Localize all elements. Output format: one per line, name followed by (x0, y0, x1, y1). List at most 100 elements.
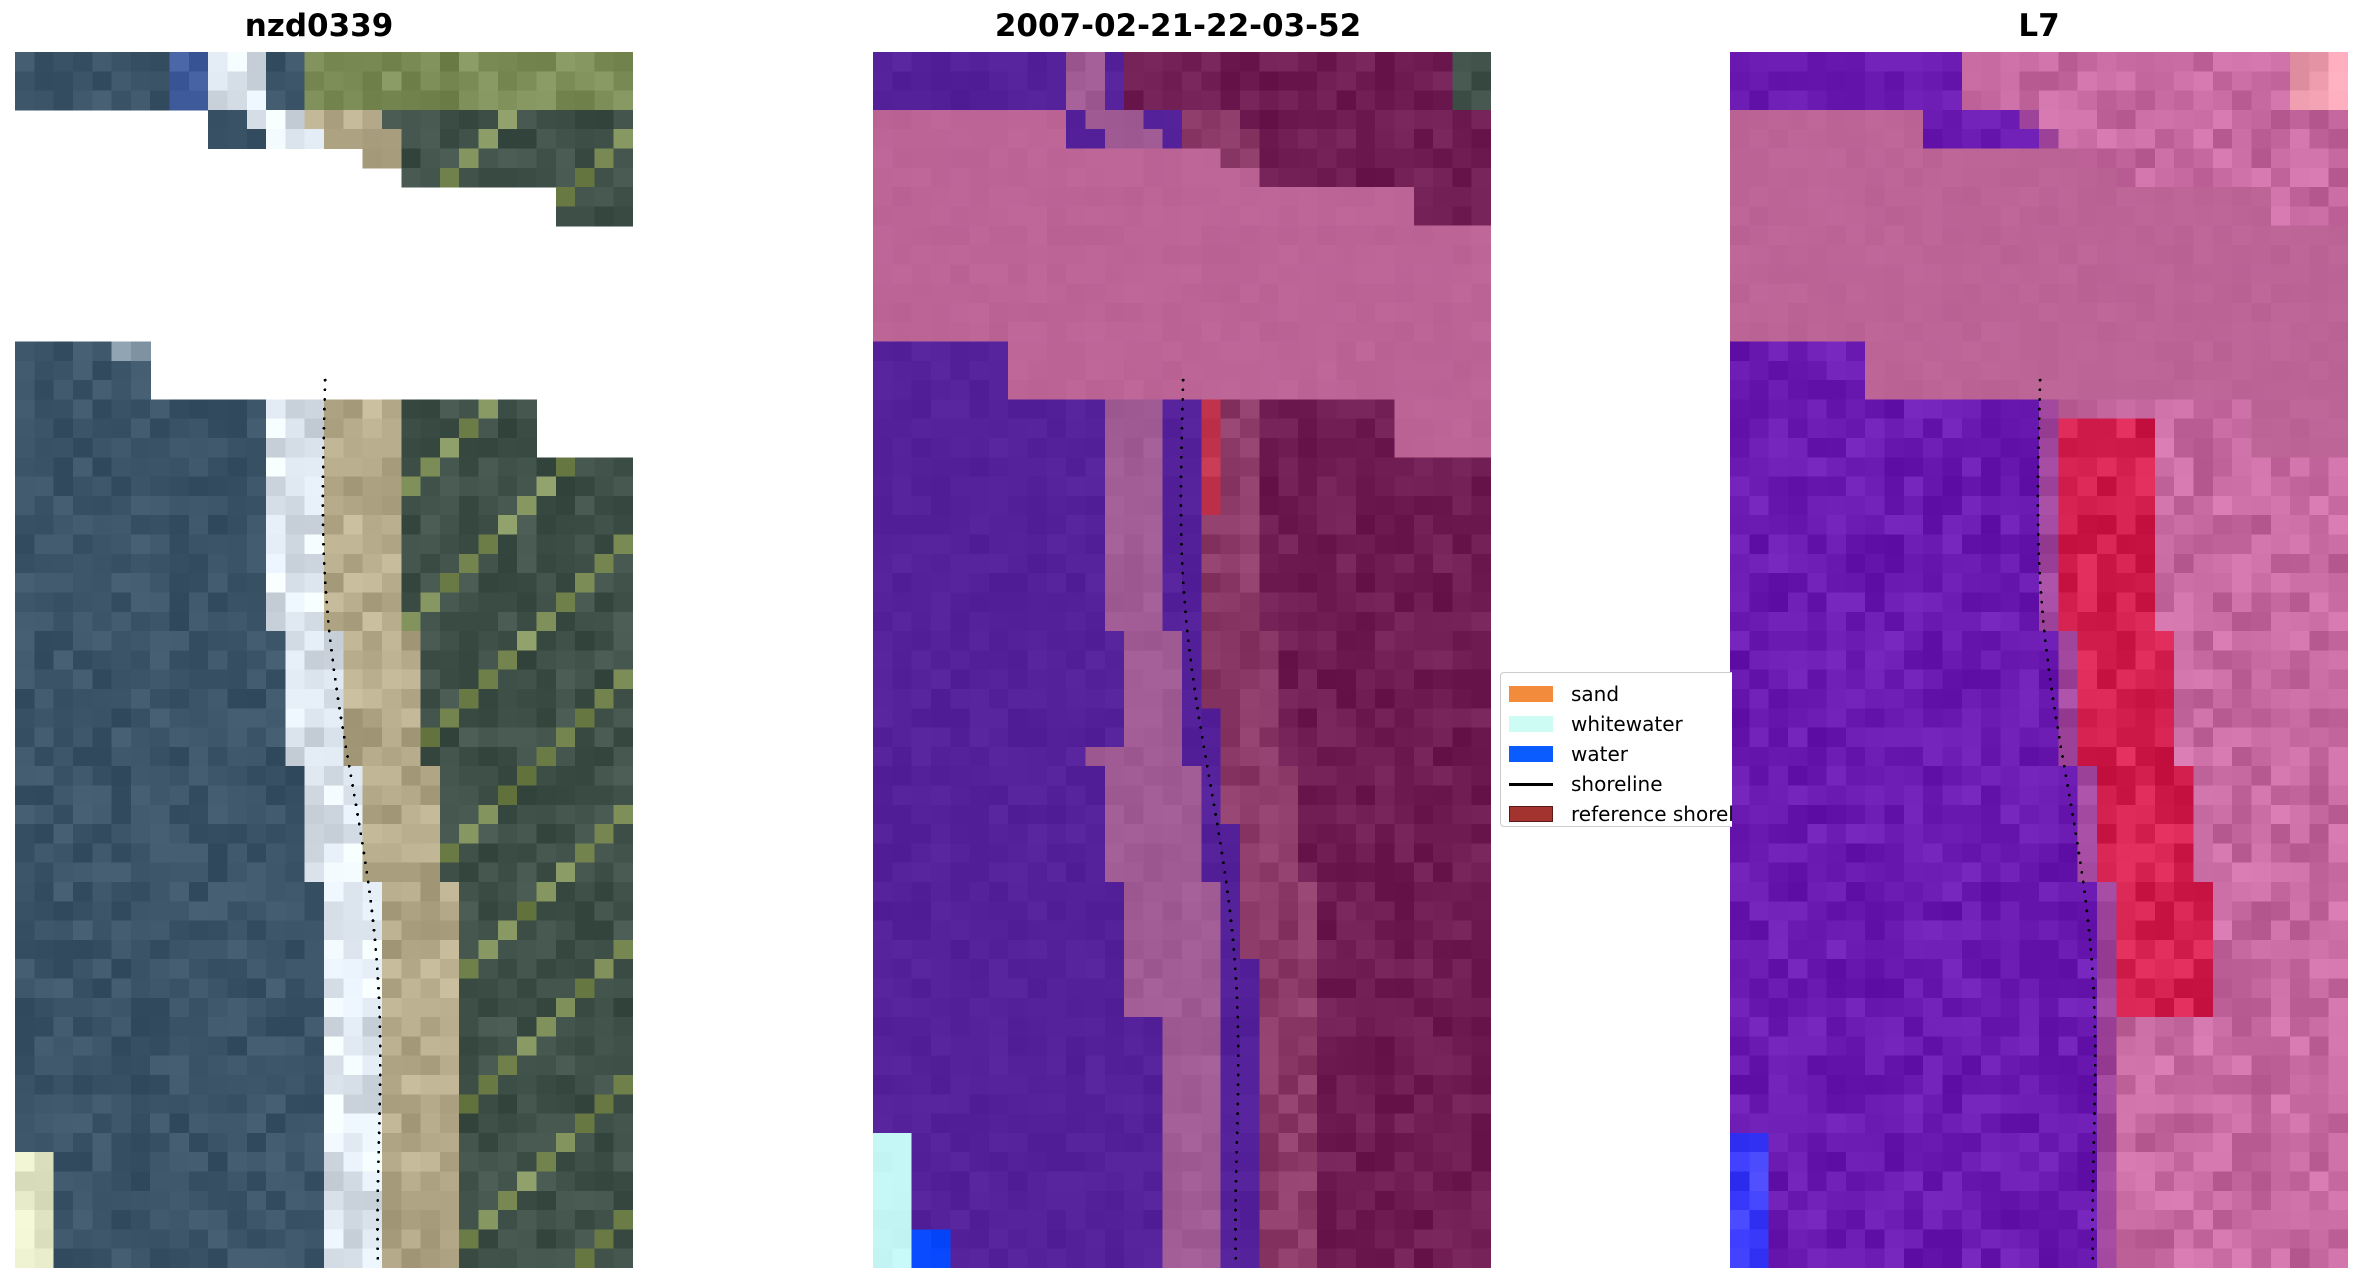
shoreline-point (1180, 436, 1184, 440)
shoreline-point (356, 813, 359, 816)
shoreline-point (1179, 494, 1183, 498)
shoreline-point (1223, 870, 1227, 874)
shoreline-point (2084, 899, 2088, 903)
shoreline-point (378, 1015, 382, 1019)
shoreline-point (357, 822, 361, 826)
shoreline-point (1219, 841, 1222, 845)
shoreline-point (374, 948, 378, 951)
shoreline-point (2071, 813, 2074, 816)
shoreline-point (1226, 890, 1229, 894)
nir-image-panel (1730, 52, 2348, 1268)
shoreline-point (2091, 1256, 2095, 1260)
nir-image (1730, 52, 2348, 1268)
shoreline-point (322, 417, 326, 421)
shoreline-point (1180, 542, 1183, 546)
shoreline-point (1229, 919, 1233, 922)
shoreline-point (377, 1131, 381, 1135)
shoreline-point (1200, 735, 1204, 739)
shoreline-point (325, 600, 329, 604)
shoreline-point (323, 398, 327, 401)
shoreline-point (1235, 1121, 1239, 1125)
shoreline-point (2091, 1218, 2094, 1222)
shoreline-point (2041, 610, 2044, 614)
shoreline-point (1234, 1189, 1238, 1193)
shoreline-point (2069, 803, 2073, 807)
shoreline-point (1236, 1112, 1239, 1115)
shoreline-point (1199, 726, 1203, 729)
shoreline-point (2087, 928, 2091, 932)
shoreline-point (2038, 571, 2042, 575)
shoreline-point (1234, 977, 1238, 980)
shoreline-point (321, 533, 325, 536)
shoreline-point (1235, 996, 1239, 1000)
shoreline-point (1190, 668, 1194, 672)
shoreline-point (2037, 436, 2041, 440)
shoreline-point (1234, 1256, 1238, 1260)
shoreline-point (1193, 687, 1196, 691)
shoreline-point (371, 919, 375, 922)
shoreline-point (322, 552, 326, 556)
shoreline-point (373, 938, 377, 942)
shoreline-point (2046, 658, 2050, 662)
shoreline-point (362, 851, 366, 855)
shoreline-point (2092, 1006, 2096, 1009)
shoreline-point (2080, 870, 2084, 874)
shoreline-point (1207, 774, 1211, 778)
shoreline-point (2093, 1112, 2096, 1115)
shoreline-point (1210, 793, 1214, 797)
shoreline-point (364, 861, 367, 865)
shoreline-point (2091, 1189, 2095, 1193)
shoreline-point (333, 677, 337, 681)
shoreline-point (344, 745, 348, 749)
legend-item-reference-shoreline-buffer: reference shoreline buffer (1509, 801, 1732, 826)
shoreline-point (2093, 1102, 2097, 1106)
shoreline-point (1179, 484, 1183, 488)
shoreline-point (378, 1112, 381, 1115)
shoreline-point (378, 1034, 382, 1038)
shoreline-point (1179, 455, 1183, 459)
shoreline-point (1179, 513, 1183, 517)
shoreline-point (322, 562, 326, 565)
shoreline-point (1214, 813, 1217, 816)
shoreline-point (2067, 793, 2071, 797)
shoreline-point (321, 475, 325, 479)
panel-title-classified: 2007-02-21-22-03-52 (994, 8, 1362, 44)
shoreline-point (376, 1208, 379, 1212)
shoreline-point (378, 1102, 382, 1106)
shoreline-point (2093, 1034, 2097, 1038)
shoreline-point (1233, 967, 1237, 971)
shoreline-point (2038, 407, 2041, 411)
shoreline-point (1181, 571, 1185, 575)
shoreline-point (323, 407, 326, 411)
shoreline-point (323, 388, 327, 392)
shoreline-point (375, 957, 379, 961)
shoreline-point (376, 1228, 379, 1231)
shoreline-point (2036, 484, 2040, 488)
shoreline-point (1236, 1102, 1240, 1106)
shoreline-point (2093, 1044, 2097, 1048)
shoreline-point (2093, 1063, 2097, 1067)
shoreline-point (1217, 832, 1221, 836)
shoreline-point (1222, 861, 1225, 865)
shoreline-point (323, 581, 327, 585)
shoreline-point (1180, 562, 1184, 565)
shoreline-point (342, 735, 346, 739)
shoreline-point (361, 841, 364, 845)
legend-item-shoreline: shoreline (1509, 771, 1663, 797)
shoreline-point (1188, 648, 1191, 652)
shoreline-point (322, 446, 325, 450)
shoreline-point (1184, 620, 1188, 623)
shoreline-point (2038, 398, 2042, 401)
shoreline-point (2047, 668, 2051, 672)
shoreline-point (2036, 533, 2040, 536)
shoreline-point (2045, 648, 2048, 652)
shoreline-point (1234, 1237, 1237, 1241)
shoreline-point (326, 610, 329, 614)
shoreline-point (321, 504, 325, 507)
shoreline-point (376, 1218, 379, 1222)
shoreline-point (338, 706, 341, 710)
shoreline-point (321, 513, 325, 517)
shoreline-point (1183, 600, 1187, 604)
shoreline-point (1234, 1247, 1238, 1251)
shoreline-point (1234, 1218, 1237, 1222)
